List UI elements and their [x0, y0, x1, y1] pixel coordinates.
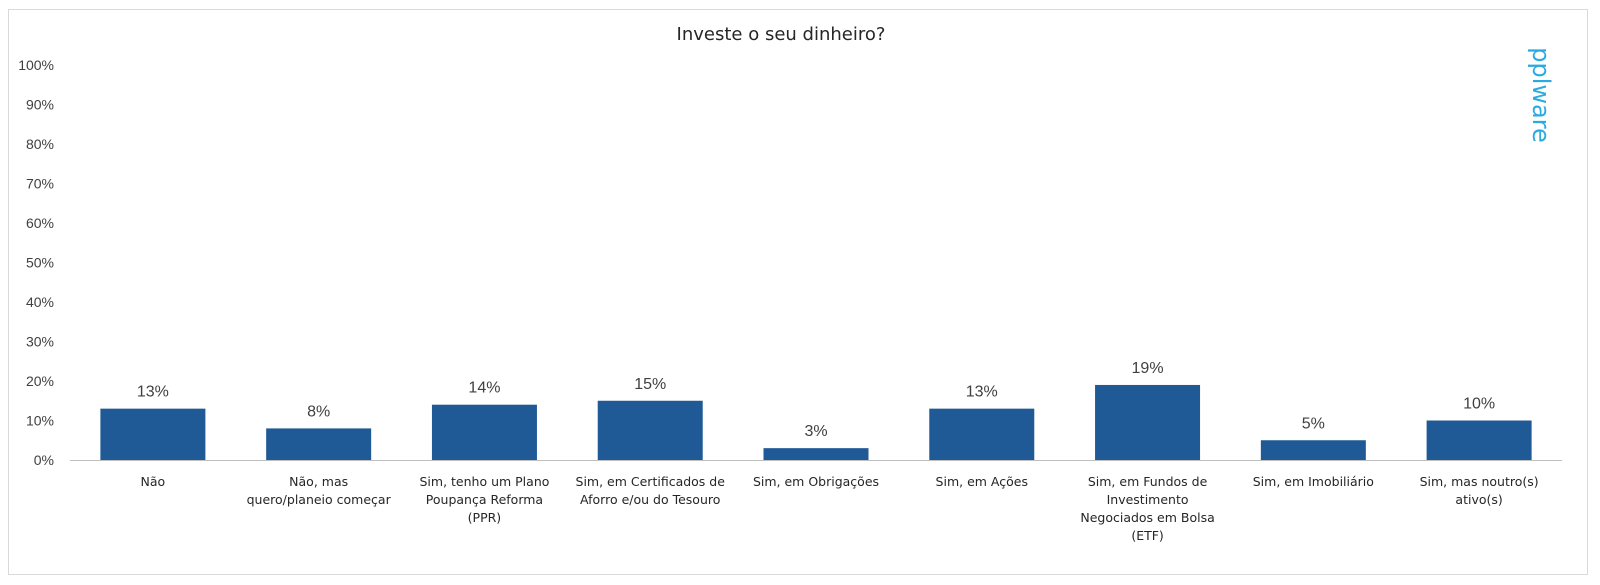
y-tick-label: 40%: [26, 294, 54, 310]
category-labels: Não Não, mas quero/planeio começar Sim, ten…: [141, 474, 1539, 543]
data-label: 19%: [1132, 360, 1164, 377]
data-label: 14%: [468, 380, 500, 397]
y-tick-label: 30%: [26, 334, 54, 350]
x-tick-label: Não, mas quero/planeio começar: [247, 474, 392, 507]
bar: [929, 408, 1035, 460]
y-tick-label: 60%: [26, 215, 54, 231]
x-tick-label: Sim, em Fundos de Investimento Negociados …: [1080, 474, 1214, 543]
x-tick-label: Sim, em Obrigações: [753, 474, 879, 489]
y-tick-label: 80%: [26, 136, 54, 152]
x-tick-label: Sim, mas noutro(s) ativo(s): [1420, 474, 1539, 507]
bar: [431, 404, 537, 460]
y-tick-label: 70%: [26, 176, 54, 192]
data-label: 8%: [307, 403, 330, 420]
data-label: 13%: [966, 384, 998, 401]
x-tick-label: Sim, em Ações: [936, 474, 1028, 489]
bar: [1260, 440, 1366, 460]
bar: [763, 448, 869, 460]
x-tick-label: Sim, tenho um Plano Poupança Reforma (PPR): [419, 474, 549, 525]
bar: [597, 400, 703, 460]
bar: [1095, 384, 1201, 460]
bar: [1426, 420, 1532, 460]
y-tick-label: 10%: [26, 413, 54, 429]
data-label: 15%: [634, 376, 666, 393]
y-tick-label: 90%: [26, 97, 54, 113]
bars: [100, 384, 1532, 460]
x-tick-label: Não: [141, 474, 166, 489]
bar: [100, 408, 206, 460]
data-label: 3%: [804, 423, 827, 440]
x-tick-label: Sim, em Imobiliário: [1253, 474, 1374, 489]
data-label: 13%: [137, 384, 169, 401]
y-tick-label: 100%: [18, 57, 54, 73]
chart-frame: [8, 9, 1588, 575]
data-label: 10%: [1463, 396, 1495, 413]
y-axis: 0% 10% 20% 30% 40% 50% 60% 70% 80% 90% 100%: [18, 57, 54, 468]
value-labels: 13% 8% 14% 15% 3% 13% 19% 5% 10%: [137, 360, 1495, 440]
bar: [266, 428, 372, 460]
y-tick-label: 50%: [26, 255, 54, 271]
x-tick-label: Sim, em Certificados de Aforro e/ou do Te…: [576, 474, 726, 507]
pplware-watermark: pplware: [1527, 47, 1555, 143]
y-tick-label: 20%: [26, 373, 54, 389]
y-tick-label: 0%: [34, 452, 54, 468]
chart-title: Investe o seu dinheiro?: [677, 24, 886, 45]
data-label: 5%: [1302, 415, 1325, 432]
